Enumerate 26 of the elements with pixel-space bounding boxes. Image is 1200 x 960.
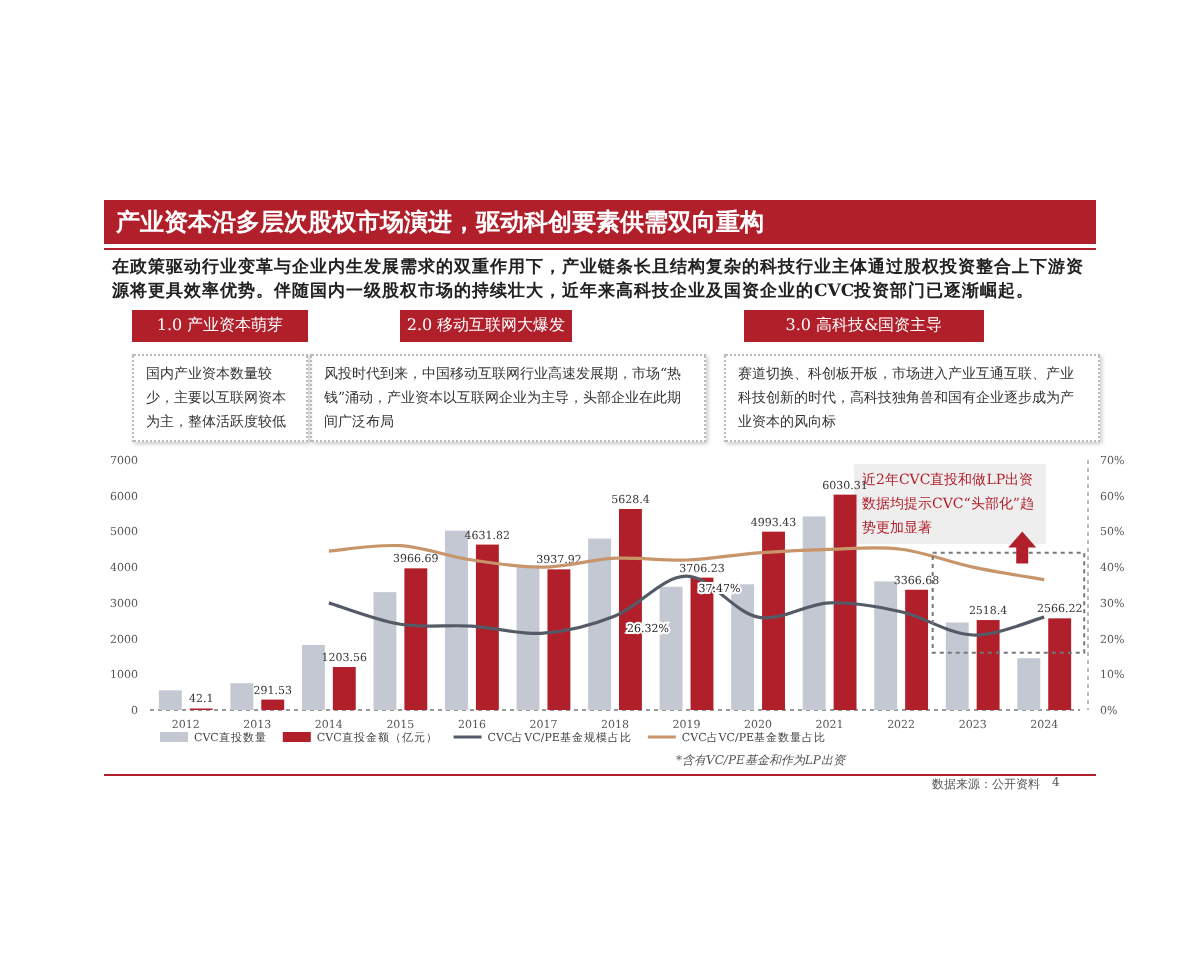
bar — [547, 569, 571, 710]
bar — [802, 516, 826, 710]
bar — [516, 565, 540, 710]
bar — [301, 645, 325, 710]
bar — [833, 494, 857, 710]
bar — [158, 690, 182, 710]
chart-title: 产业资本沿多层次股权市场演进，驱动科创要素供需双向重构 — [104, 200, 1096, 244]
bar — [1048, 618, 1072, 710]
bar — [976, 620, 1000, 710]
bar — [475, 544, 499, 710]
bar — [230, 683, 254, 710]
bar — [945, 622, 969, 710]
bar — [874, 581, 898, 710]
bar — [261, 699, 285, 710]
chart-subtitle: 在政策驱动行业变革与企业内生发展需求的双重作用下，产业链条长且结构复杂的科技行业主体通过股权投资整合上下游资源将更具效率优势。伴随国内一级股权市场的持续壮大，近年来高科技企业及国资企业的CVC投资部门已逐渐崛起。 — [112, 256, 1086, 304]
bar — [762, 531, 785, 710]
text: 1.0 产业资本萌芽 — [132, 310, 308, 342]
bar — [1017, 658, 1041, 710]
text: 3.0 高科技&国资主导 — [744, 310, 984, 342]
bar — [332, 667, 356, 710]
bar — [905, 589, 929, 710]
text: 2.0 移动互联网大爆发 — [400, 310, 572, 342]
bar — [404, 568, 428, 710]
bar — [373, 592, 397, 710]
bar — [588, 538, 611, 710]
bar — [445, 530, 468, 710]
